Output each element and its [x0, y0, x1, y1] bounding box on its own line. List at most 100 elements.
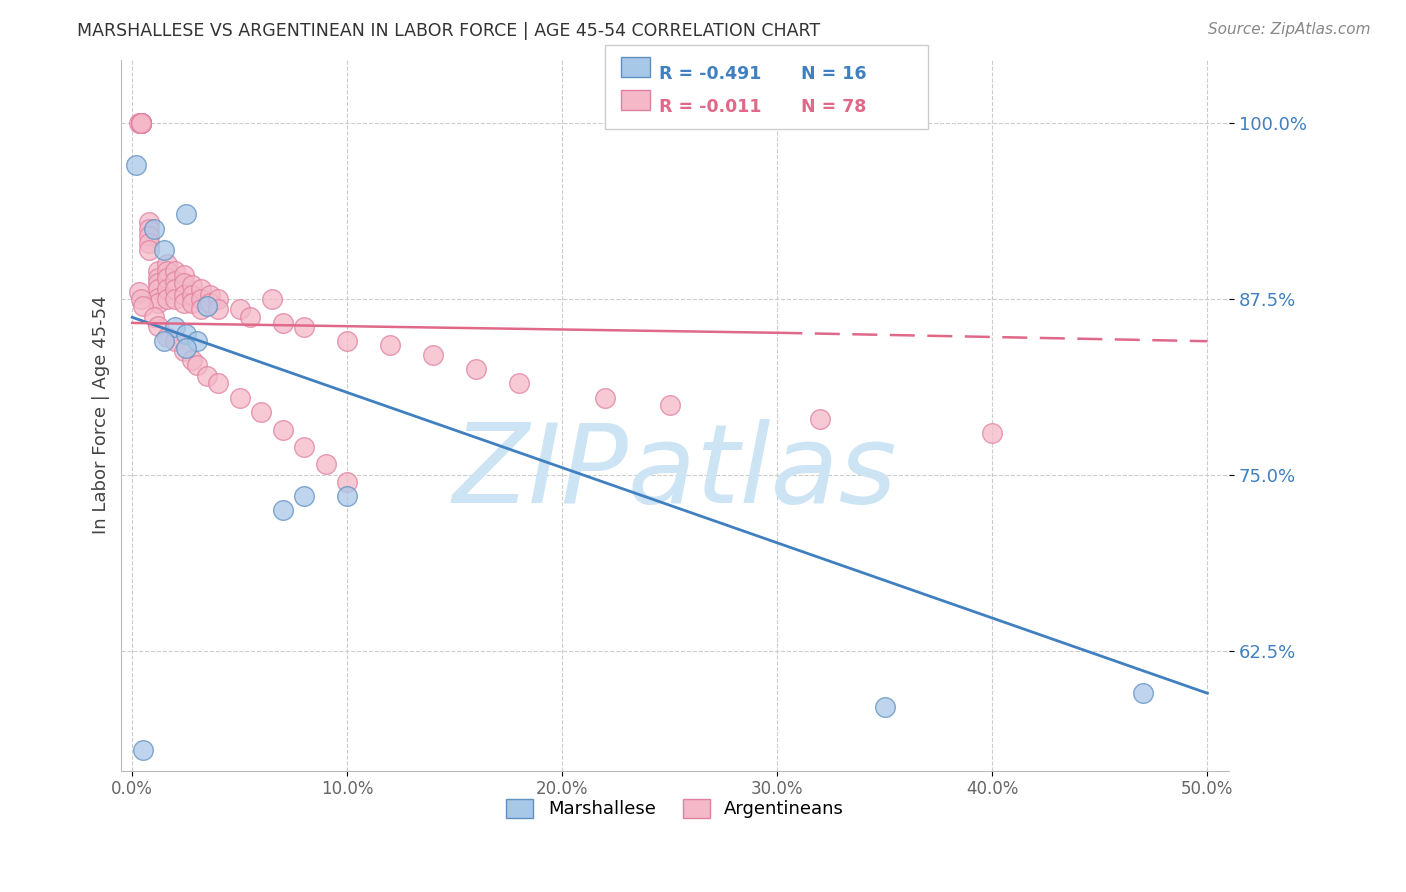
Point: [155, 282, 177, 296]
Point: [198, 296, 221, 310]
Point: [174, 327, 197, 342]
Point: [129, 116, 152, 130]
Point: [138, 221, 160, 235]
Point: [146, 270, 169, 285]
Point: [155, 257, 177, 271]
Point: [125, 158, 148, 172]
Point: [173, 296, 195, 310]
Text: MARSHALLESE VS ARGENTINEAN IN LABOR FORCE | AGE 45-54 CORRELATION CHART: MARSHALLESE VS ARGENTINEAN IN LABOR FORC…: [77, 22, 821, 40]
Point: [190, 282, 212, 296]
Legend: Marshallese, Argentineans: Marshallese, Argentineans: [499, 792, 852, 826]
Point: [260, 292, 283, 306]
Point: [595, 391, 617, 405]
Point: [315, 457, 337, 471]
Point: [271, 423, 294, 437]
Point: [181, 287, 204, 301]
Point: [129, 116, 152, 130]
Point: [174, 341, 197, 355]
Point: [146, 277, 169, 291]
Point: [292, 440, 315, 454]
Point: [181, 352, 204, 367]
Point: [128, 285, 150, 299]
Point: [129, 116, 152, 130]
Point: [165, 292, 187, 306]
Point: [129, 116, 152, 130]
Point: [132, 742, 155, 756]
Point: [138, 228, 160, 243]
Point: [808, 411, 831, 425]
Point: [155, 270, 177, 285]
Point: [138, 235, 160, 250]
Point: [422, 348, 444, 362]
Point: [129, 116, 152, 130]
Point: [239, 310, 262, 325]
Point: [155, 330, 177, 344]
Point: [336, 475, 359, 489]
Point: [146, 318, 169, 333]
Point: [129, 292, 152, 306]
Point: [465, 362, 488, 376]
Point: [142, 221, 165, 235]
Point: [146, 291, 169, 305]
Point: [207, 292, 229, 306]
Point: [165, 282, 187, 296]
Point: [198, 287, 221, 301]
Point: [138, 214, 160, 228]
Point: [129, 116, 152, 130]
Point: [1132, 686, 1154, 700]
Point: [165, 264, 187, 278]
Point: [228, 301, 250, 316]
Point: [228, 391, 250, 405]
Point: [873, 700, 896, 714]
Text: R = -0.011: R = -0.011: [659, 98, 762, 116]
Point: [132, 299, 155, 313]
Point: [250, 404, 273, 418]
Text: ZIPatlas: ZIPatlas: [453, 418, 897, 525]
Y-axis label: In Labor Force | Age 45-54: In Labor Force | Age 45-54: [93, 296, 110, 534]
Point: [181, 277, 204, 292]
Point: [173, 344, 195, 359]
Point: [186, 334, 208, 349]
Point: [146, 264, 169, 278]
Point: [292, 320, 315, 334]
Point: [380, 338, 402, 352]
Point: [508, 376, 530, 391]
Point: [190, 292, 212, 306]
Point: [128, 116, 150, 130]
Point: [207, 301, 229, 316]
Point: [186, 358, 208, 372]
Point: [155, 292, 177, 306]
Point: [153, 334, 176, 349]
Point: [165, 334, 187, 349]
Point: [165, 274, 187, 288]
Point: [197, 299, 219, 313]
Point: [271, 316, 294, 330]
Point: [173, 277, 195, 291]
Point: [181, 296, 204, 310]
Point: [165, 320, 187, 334]
Point: [292, 489, 315, 503]
Point: [129, 116, 152, 130]
Point: [336, 489, 359, 503]
Point: [146, 282, 169, 296]
Text: Source: ZipAtlas.com: Source: ZipAtlas.com: [1208, 22, 1371, 37]
Point: [658, 398, 681, 412]
Point: [153, 243, 176, 257]
Point: [173, 287, 195, 301]
Point: [146, 296, 169, 310]
Text: R = -0.491: R = -0.491: [659, 65, 762, 83]
Point: [155, 264, 177, 278]
Point: [174, 207, 197, 221]
Point: [138, 243, 160, 257]
Point: [197, 369, 219, 384]
Point: [173, 268, 195, 282]
Point: [271, 503, 294, 517]
Point: [336, 334, 359, 349]
Point: [981, 425, 1004, 440]
Point: [142, 310, 165, 325]
Point: [129, 116, 152, 130]
Text: N = 16: N = 16: [801, 65, 868, 83]
Text: N = 78: N = 78: [801, 98, 866, 116]
Point: [190, 301, 212, 316]
Point: [207, 376, 229, 391]
